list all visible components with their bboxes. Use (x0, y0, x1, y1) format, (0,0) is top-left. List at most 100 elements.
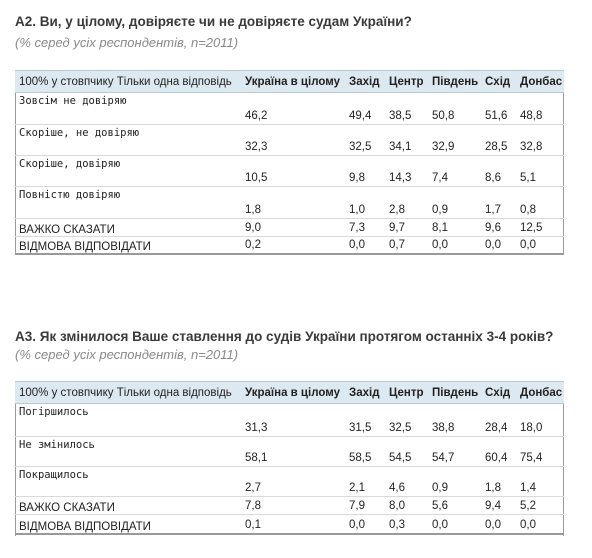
cell-value: 0,0 (428, 514, 481, 535)
cell-value: 5,1 (516, 155, 564, 187)
table-row: Погіршилось 31,3 31,5 32,5 38,8 28,4 18,0 (15, 403, 564, 437)
cell-value: 28,5 (481, 124, 516, 156)
question-a2-title: А2. Ви, у цілому, довіряєте чи не довіря… (15, 14, 412, 29)
cell-value: 31,5 (345, 403, 385, 437)
cell-value: 48,8 (516, 92, 564, 125)
cell-value: 9,6 (481, 218, 516, 237)
column-header: Захід (345, 70, 385, 93)
cell-value: 54,5 (385, 436, 428, 467)
cell-value: 50,8 (428, 92, 481, 125)
cell-value: 49,4 (345, 92, 385, 125)
cell-value: 7,9 (345, 496, 385, 515)
cell-value: 60,4 (481, 436, 516, 467)
table-row: Скоріше, довіряю 10,5 9,8 14,3 7,4 8,6 5,1 (15, 155, 564, 187)
row-label: Покращилось (15, 466, 241, 497)
table-row: ВІДМОВА ВІДПОВІДАТИ 0,2 0,0 0,7 0,0 0,0 0,0 (15, 236, 564, 255)
question-a3-subtitle: (% серед усіх респондентів, n=2011) (15, 347, 239, 362)
cell-value: 12,5 (516, 218, 564, 237)
row-label: Погіршилось (15, 403, 241, 437)
cell-value: 2,8 (385, 186, 428, 219)
cell-value: 10,5 (241, 155, 345, 187)
row-label: Скоріше, довіряю (15, 155, 241, 187)
cell-value: 1,4 (516, 466, 564, 497)
table-header-row: 100% у стовпчику Тільки одна відповідь У… (15, 381, 564, 404)
column-header: Схід (481, 381, 516, 404)
cell-value: 1,7 (481, 186, 516, 219)
cell-value: 7,8 (241, 496, 345, 515)
cell-value: 1,8 (481, 466, 516, 497)
cell-value: 18,0 (516, 403, 564, 437)
column-header: 100% у стовпчику Тільки одна відповідь (15, 381, 241, 404)
cell-value: 0,7 (385, 236, 428, 255)
row-label: ВІДМОВА ВІДПОВІДАТИ (15, 236, 241, 255)
cell-value: 1,8 (241, 186, 345, 219)
row-label: Повністю довіряю (15, 186, 241, 219)
table-row: Не змінилось 58,1 58,5 54,5 54,7 60,4 75,4 (15, 436, 564, 467)
row-label: Не змінилось (15, 436, 241, 467)
table-row: ВАЖКО СКАЗАТИ 9,0 7,3 9,7 8,1 9,6 12,5 (15, 218, 564, 237)
cell-value: 9,7 (385, 218, 428, 237)
cell-value: 46,2 (241, 92, 345, 125)
column-header: Донбас (516, 70, 564, 93)
cell-value: 28,4 (481, 403, 516, 437)
table-row: Повністю довіряю 1,8 1,0 2,8 0,9 1,7 0,8 (15, 186, 564, 219)
row-label: Скоріше, не довіряю (15, 124, 241, 156)
cell-value: 38,5 (385, 92, 428, 125)
cell-value: 0,0 (345, 236, 385, 255)
cell-value: 0,1 (241, 514, 345, 535)
cell-value: 38,8 (428, 403, 481, 437)
column-header: Захід (345, 381, 385, 404)
table-row: Покращилось 2,7 2,1 4,6 0,9 1,8 1,4 (15, 466, 564, 497)
cell-value: 5,2 (516, 496, 564, 515)
cell-value: 0,0 (345, 514, 385, 535)
question-a3-title: А3. Як змінилося Ваше ставлення до судів… (15, 329, 554, 344)
cell-value: 1,0 (345, 186, 385, 219)
column-header: Україна в цілому (241, 70, 345, 93)
cell-value: 7,4 (428, 155, 481, 187)
column-header: Україна в цілому (241, 381, 345, 404)
question-a2-section: А2. Ви, у цілому, довіряєте чи не довіря… (15, 0, 565, 270)
cell-value: 32,9 (428, 124, 481, 156)
cell-value: 8,6 (481, 155, 516, 187)
cell-value: 4,6 (385, 466, 428, 497)
column-header: Донбас (516, 381, 564, 404)
row-label: ВАЖКО СКАЗАТИ (15, 496, 241, 515)
cell-value: 58,5 (345, 436, 385, 467)
table-header-row: 100% у стовпчику Тільки одна відповідь У… (15, 70, 564, 93)
cell-value: 0,0 (516, 236, 564, 255)
cell-value: 0,0 (481, 236, 516, 255)
column-header: Південь (428, 381, 481, 404)
cell-value: 0,0 (516, 514, 564, 535)
cell-value: 9,4 (481, 496, 516, 515)
column-header: 100% у стовпчику Тільки одна відповідь (15, 70, 241, 93)
row-label: ВІДМОВА ВІДПОВІДАТИ (15, 514, 241, 535)
cell-value: 32,5 (385, 403, 428, 437)
cell-value: 7,3 (345, 218, 385, 237)
cell-value: 51,6 (481, 92, 516, 125)
column-header: Центр (385, 70, 428, 93)
table-row: Скоріше, не довіряю 32,3 32,5 34,1 32,9 28,5 3… (15, 124, 564, 156)
cell-value: 0,8 (516, 186, 564, 219)
cell-value: 2,1 (345, 466, 385, 497)
cell-value: 0,0 (481, 514, 516, 535)
column-header: Південь (428, 70, 481, 93)
cell-value: 9,8 (345, 155, 385, 187)
column-header: Схід (481, 70, 516, 93)
cell-value: 0,9 (428, 186, 481, 219)
cell-value: 0,2 (241, 236, 345, 255)
question-a3-table: 100% у стовпчику Тільки одна відповідь У… (15, 381, 564, 535)
cell-value: 58,1 (241, 436, 345, 467)
cell-value: 32,5 (345, 124, 385, 156)
cell-value: 2,7 (241, 466, 345, 497)
question-a2-table: 100% у стовпчику Тільки одна відповідь У… (15, 70, 564, 255)
cell-value: 9,0 (241, 218, 345, 237)
cell-value: 75,4 (516, 436, 564, 467)
cell-value: 0,3 (385, 514, 428, 535)
cell-value: 8,1 (428, 218, 481, 237)
cell-value: 32,8 (516, 124, 564, 156)
cell-value: 54,7 (428, 436, 481, 467)
row-label: Зовсім не довіряю (15, 92, 241, 125)
column-header: Центр (385, 381, 428, 404)
table-row: Зовсім не довіряю 46,2 49,4 38,5 50,8 51,6 48,… (15, 92, 564, 125)
cell-value: 31,3 (241, 403, 345, 437)
